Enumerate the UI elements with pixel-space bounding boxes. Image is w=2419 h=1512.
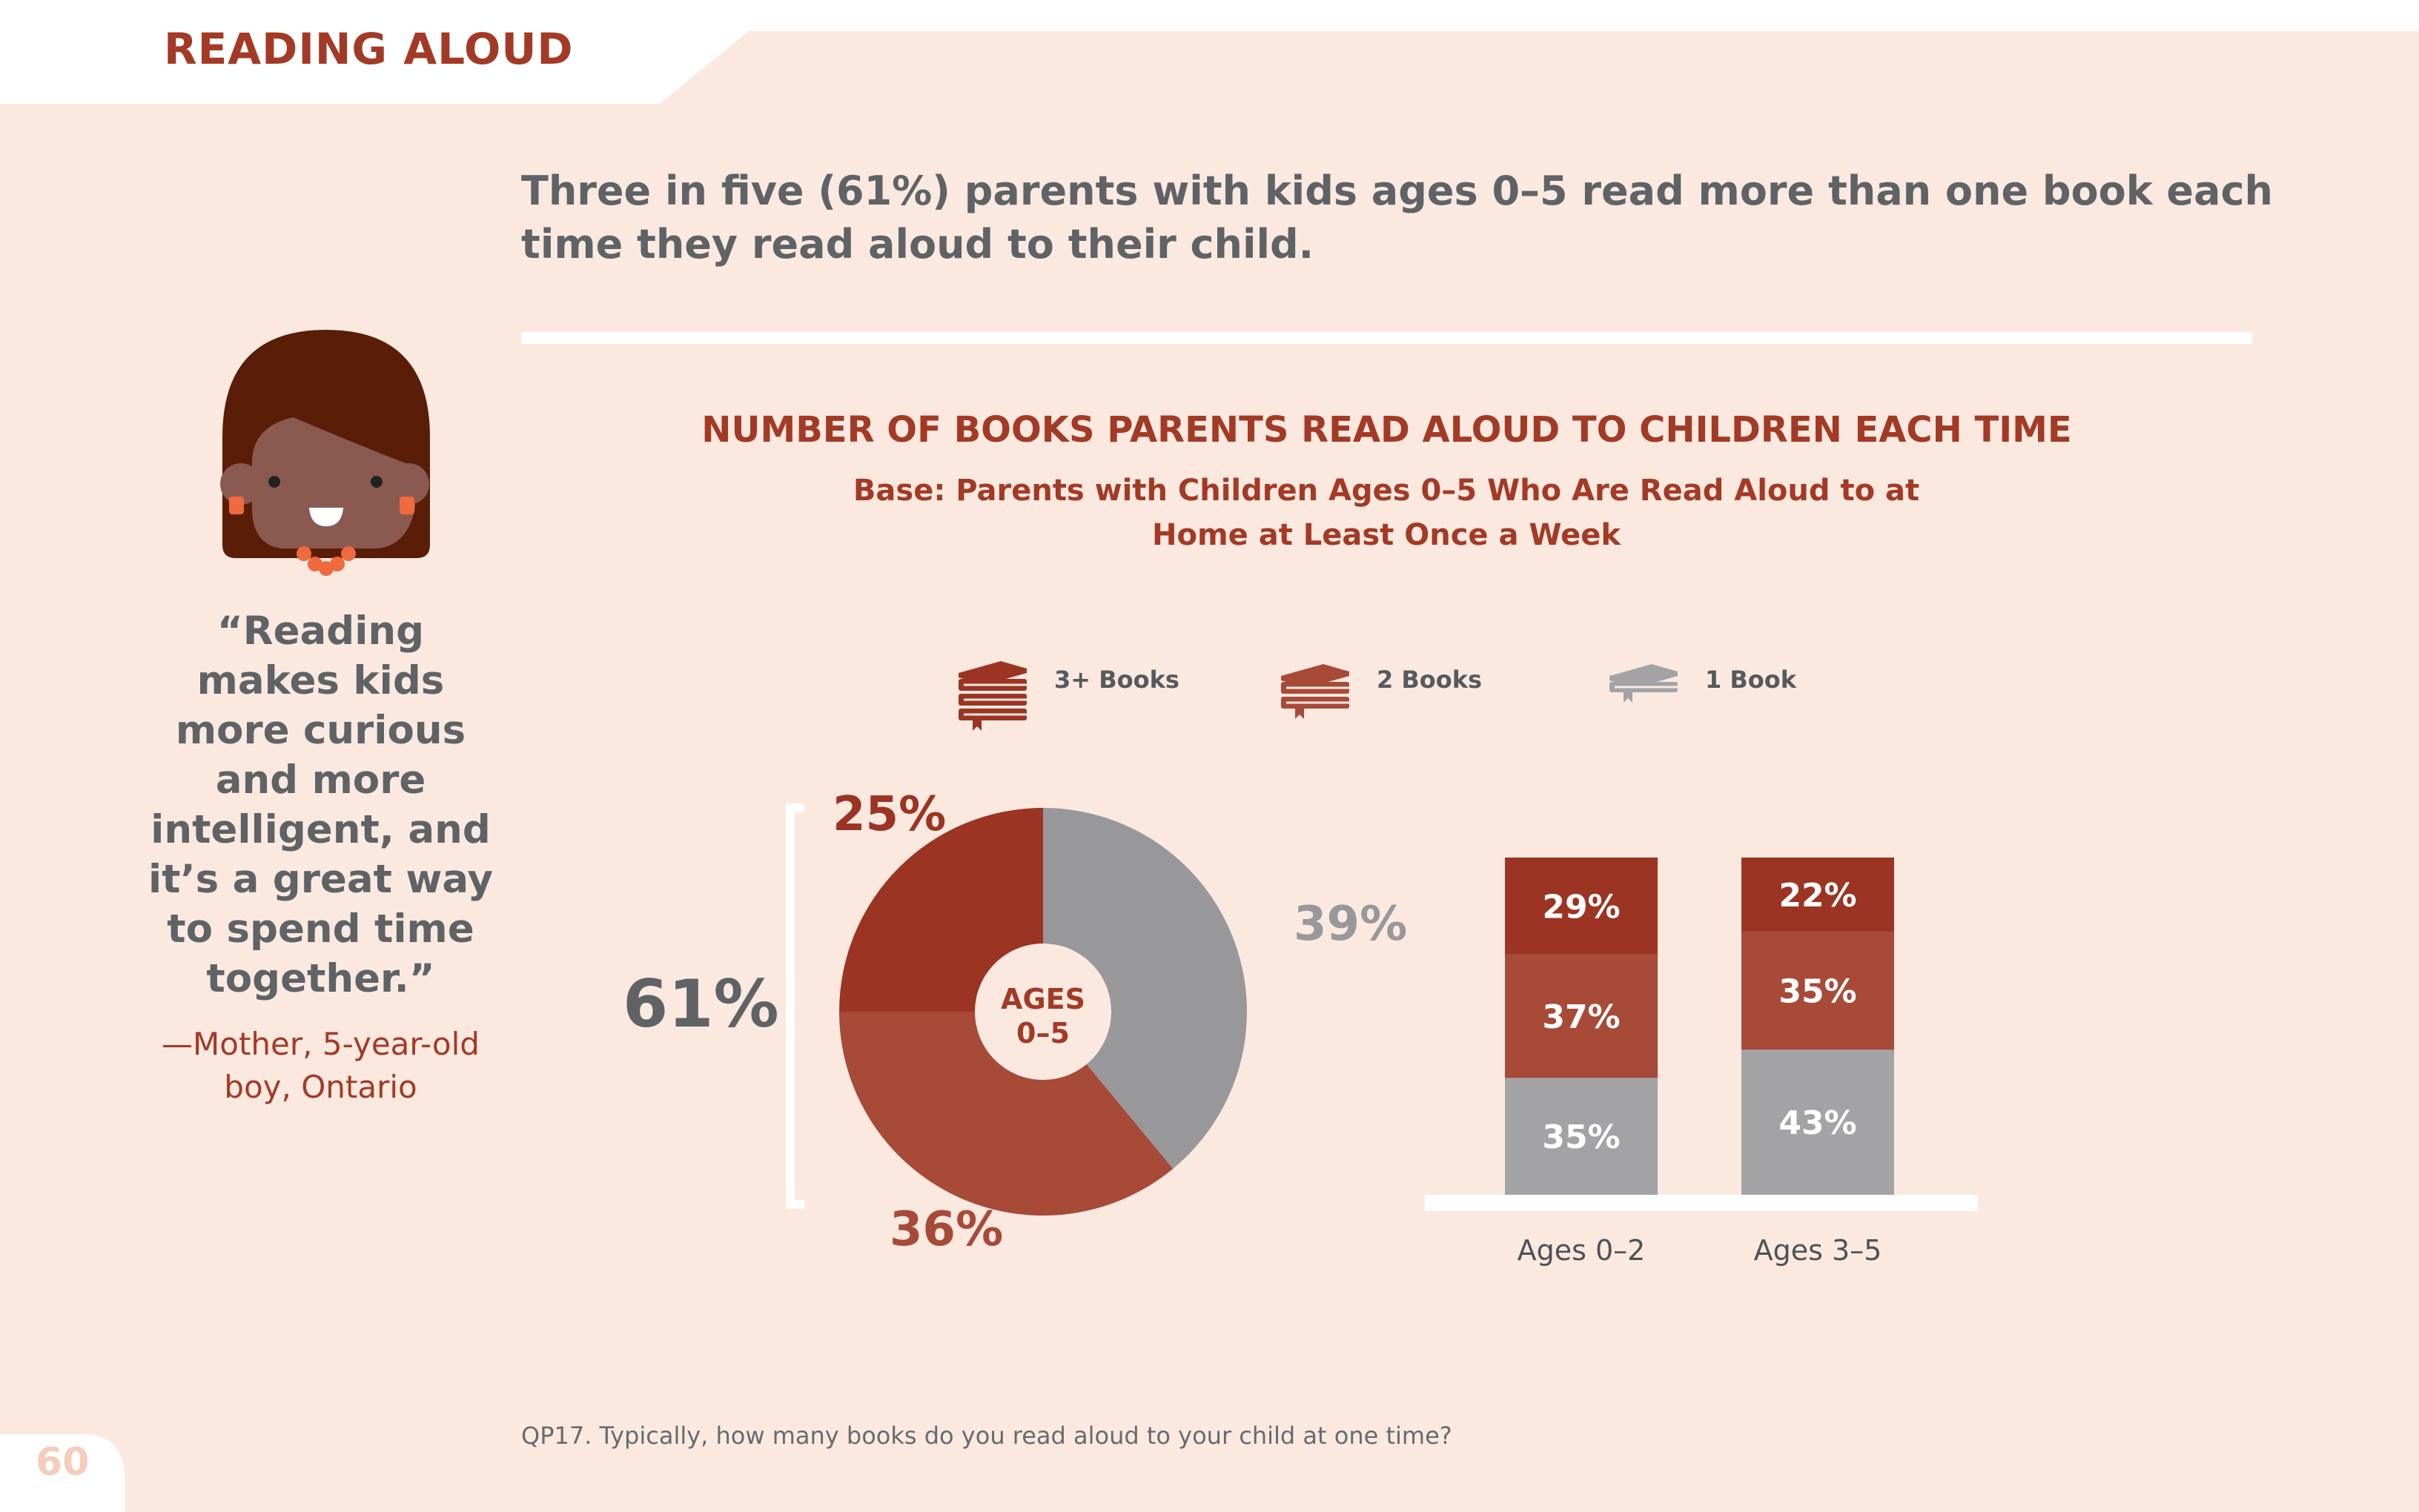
bar-value-label: 35%: [1542, 1118, 1620, 1156]
girl-avatar-icon: [211, 330, 449, 592]
legend-item-three-plus-books: 3+ Books: [956, 657, 1223, 731]
page-number-tab: 60: [0, 1434, 125, 1512]
bar-segment: [1741, 1050, 1894, 1195]
bar-segment: [1505, 858, 1658, 955]
header-tab-shape: [0, 0, 2419, 104]
bar-value-label: 43%: [1778, 1104, 1856, 1142]
bar-segment: [1505, 954, 1658, 1078]
quote-attribution: —Mother, 5-year-old boy, Ontario: [162, 1026, 480, 1105]
pie-center-label: 0–5: [1016, 1017, 1070, 1050]
pie-slice: [839, 1012, 1174, 1216]
bar-baseline: [1425, 1195, 1978, 1211]
pie-slice: [1043, 808, 1248, 1169]
legend-label: 1 Book: [1705, 666, 1797, 694]
pie-center-hole: [975, 944, 1111, 1080]
page-number: 60: [36, 1440, 90, 1485]
pie-slice-label: 36%: [890, 1202, 1003, 1257]
legend-item-two-books: 2 Books: [1279, 657, 1546, 731]
header-tab: READING ALOUD: [0, 0, 2419, 111]
pull-quote: “Reading makes kids more curious and mor…: [148, 609, 494, 1001]
bar-segment: [1741, 932, 1894, 1050]
divider: [521, 332, 2252, 344]
headline: Three in five (61%) parents with kids ag…: [521, 168, 2273, 268]
pie-slice-label: 39%: [1294, 897, 1407, 952]
bracket-label: 61%: [623, 966, 779, 1042]
pie-slice-label: 25%: [833, 787, 946, 842]
page-number-shape: [0, 1434, 125, 1512]
bar-category-label: Ages 0–2: [1518, 1234, 1646, 1267]
legend-label: 2 Books: [1377, 666, 1483, 694]
pie-slice: [839, 808, 1043, 1012]
bar-segment: [1741, 858, 1894, 932]
chart-subtitle: Base: Parents with Children Ages 0–5 Who…: [853, 474, 1920, 552]
legend-label: 3+ Books: [1054, 666, 1179, 694]
bar-category-label: Ages 3–5: [1754, 1234, 1882, 1267]
bar-value-label: 29%: [1542, 888, 1620, 926]
bracket: [786, 803, 804, 1209]
stack-of-three-books-icon: [959, 661, 1027, 731]
section-title: READING ALOUD: [164, 24, 574, 74]
pie-center-label: AGES: [1001, 983, 1085, 1015]
stack-of-two-books-icon: [1281, 664, 1349, 719]
footnote: QP17. Typically, how many books do you r…: [521, 1422, 1452, 1450]
bar-value-label: 37%: [1542, 998, 1620, 1036]
single-book-icon: [1609, 664, 1678, 703]
bar-value-label: 35%: [1778, 973, 1856, 1011]
bar-value-label: 22%: [1778, 877, 1856, 915]
legend-item-one-book: 1 Book: [1607, 657, 1874, 731]
chart-title: NUMBER OF BOOKS PARENTS READ ALOUD TO CH…: [701, 409, 2072, 451]
bar-segment: [1505, 1078, 1658, 1195]
